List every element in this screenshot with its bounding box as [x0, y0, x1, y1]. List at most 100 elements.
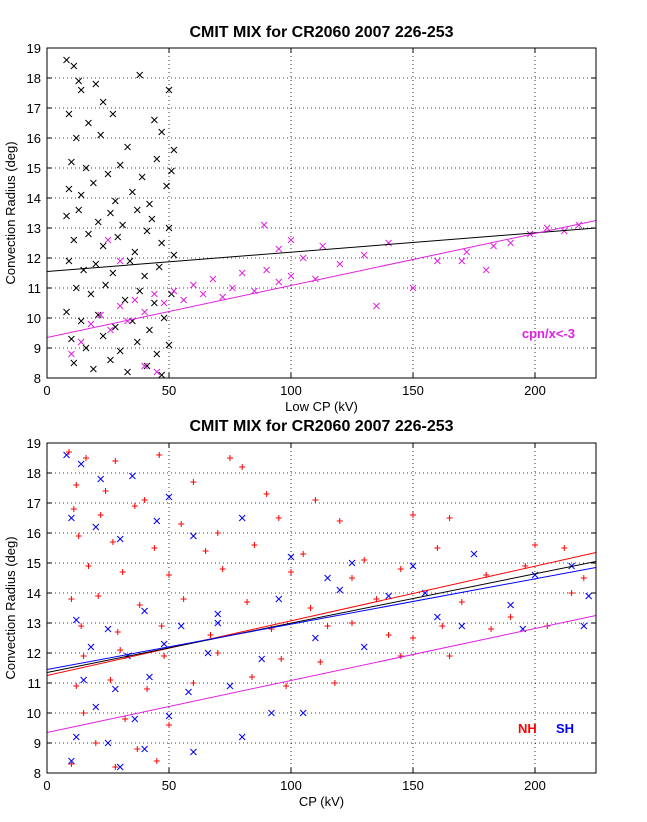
data-point [82, 164, 90, 172]
data-point [97, 311, 105, 319]
data-point [275, 595, 283, 603]
data-point [170, 287, 178, 295]
y-tick-label: 11 [28, 281, 42, 296]
data-point [104, 625, 112, 633]
data-point [151, 299, 158, 307]
data-layer [47, 56, 596, 378]
data-point [331, 680, 338, 686]
data-point [97, 512, 104, 518]
fit-line [47, 552, 596, 676]
data-point [349, 620, 355, 626]
data-point [143, 362, 151, 370]
data-point [153, 155, 161, 163]
data-point [94, 311, 102, 319]
top-scatter-panel: 0 50 100 150 200 8 9 10 11 12 13 14 15 16 17 18 19 CMIT M… [3, 24, 597, 414]
fit-line [47, 220, 596, 338]
data-point [92, 740, 99, 746]
data-point [116, 161, 124, 169]
y-tick-label: 19 [27, 436, 41, 451]
data-point [507, 614, 514, 620]
series-e020e0 [68, 221, 583, 376]
data-point [190, 532, 197, 540]
x-tick-label: 100 [280, 778, 302, 793]
data-point [490, 242, 497, 250]
data-point [114, 233, 122, 241]
data-point [482, 266, 490, 274]
data-point [68, 761, 75, 767]
data-point [94, 218, 102, 226]
data-point [131, 503, 138, 509]
data-point [214, 610, 222, 618]
data-point [112, 458, 119, 464]
data-point [104, 170, 112, 178]
data-point [77, 191, 85, 199]
data-point [488, 626, 495, 632]
data-point [170, 146, 178, 154]
data-point [299, 709, 307, 717]
data-point [263, 266, 270, 274]
data-point [283, 683, 290, 689]
data-point [575, 221, 583, 229]
data-point [397, 566, 404, 572]
data-point [507, 601, 514, 609]
data-point [111, 323, 119, 331]
data-point [190, 479, 197, 485]
data-point [102, 281, 109, 289]
data-point [166, 722, 172, 728]
data-point [151, 545, 158, 551]
data-point [72, 134, 80, 142]
data-point [75, 206, 83, 214]
data-point [85, 230, 92, 238]
data-point [92, 523, 100, 531]
data-point [238, 733, 246, 741]
data-point [129, 472, 136, 480]
data-point [580, 575, 587, 581]
data-point [161, 653, 168, 659]
data-point [72, 733, 80, 741]
data-point [317, 659, 324, 665]
data-point [90, 179, 97, 187]
data-point [73, 683, 80, 689]
data-point [219, 566, 226, 572]
data-point [65, 185, 73, 193]
data-point [185, 688, 192, 696]
data-point [97, 475, 105, 483]
data-point [116, 535, 124, 543]
data-point [85, 119, 92, 127]
data-point [109, 269, 117, 277]
data-point [107, 677, 114, 683]
x-axis-label: CP (kV) [299, 794, 344, 809]
data-point [263, 491, 270, 497]
data-point [116, 302, 124, 310]
data-point [77, 460, 85, 468]
data-point [134, 746, 141, 752]
data-point [227, 455, 233, 461]
data-point [287, 236, 295, 244]
data-point [434, 257, 441, 265]
y-tick-label: 8 [34, 766, 41, 781]
y-tick-label: 10 [27, 311, 41, 326]
data-point [77, 338, 85, 346]
data-point [385, 592, 392, 600]
data-layer [47, 449, 596, 771]
data-point [126, 257, 134, 265]
series-nh [65, 449, 587, 770]
data-point [165, 712, 173, 720]
data-point [83, 455, 90, 461]
data-point [75, 77, 83, 85]
data-point [561, 545, 568, 551]
data-point [104, 236, 112, 244]
data-point [143, 227, 151, 235]
data-point [80, 676, 87, 684]
y-tick-label: 18 [27, 71, 41, 86]
data-point [97, 131, 105, 139]
data-point [111, 685, 119, 693]
data-point [165, 493, 173, 501]
data-point [133, 206, 141, 214]
data-point [360, 643, 368, 651]
data-point [90, 365, 97, 373]
y-axis-label: Convection Radius (deg) [3, 141, 18, 284]
data-point [199, 290, 207, 298]
data-point [131, 296, 139, 304]
y-tick-label: 14 [27, 586, 41, 601]
